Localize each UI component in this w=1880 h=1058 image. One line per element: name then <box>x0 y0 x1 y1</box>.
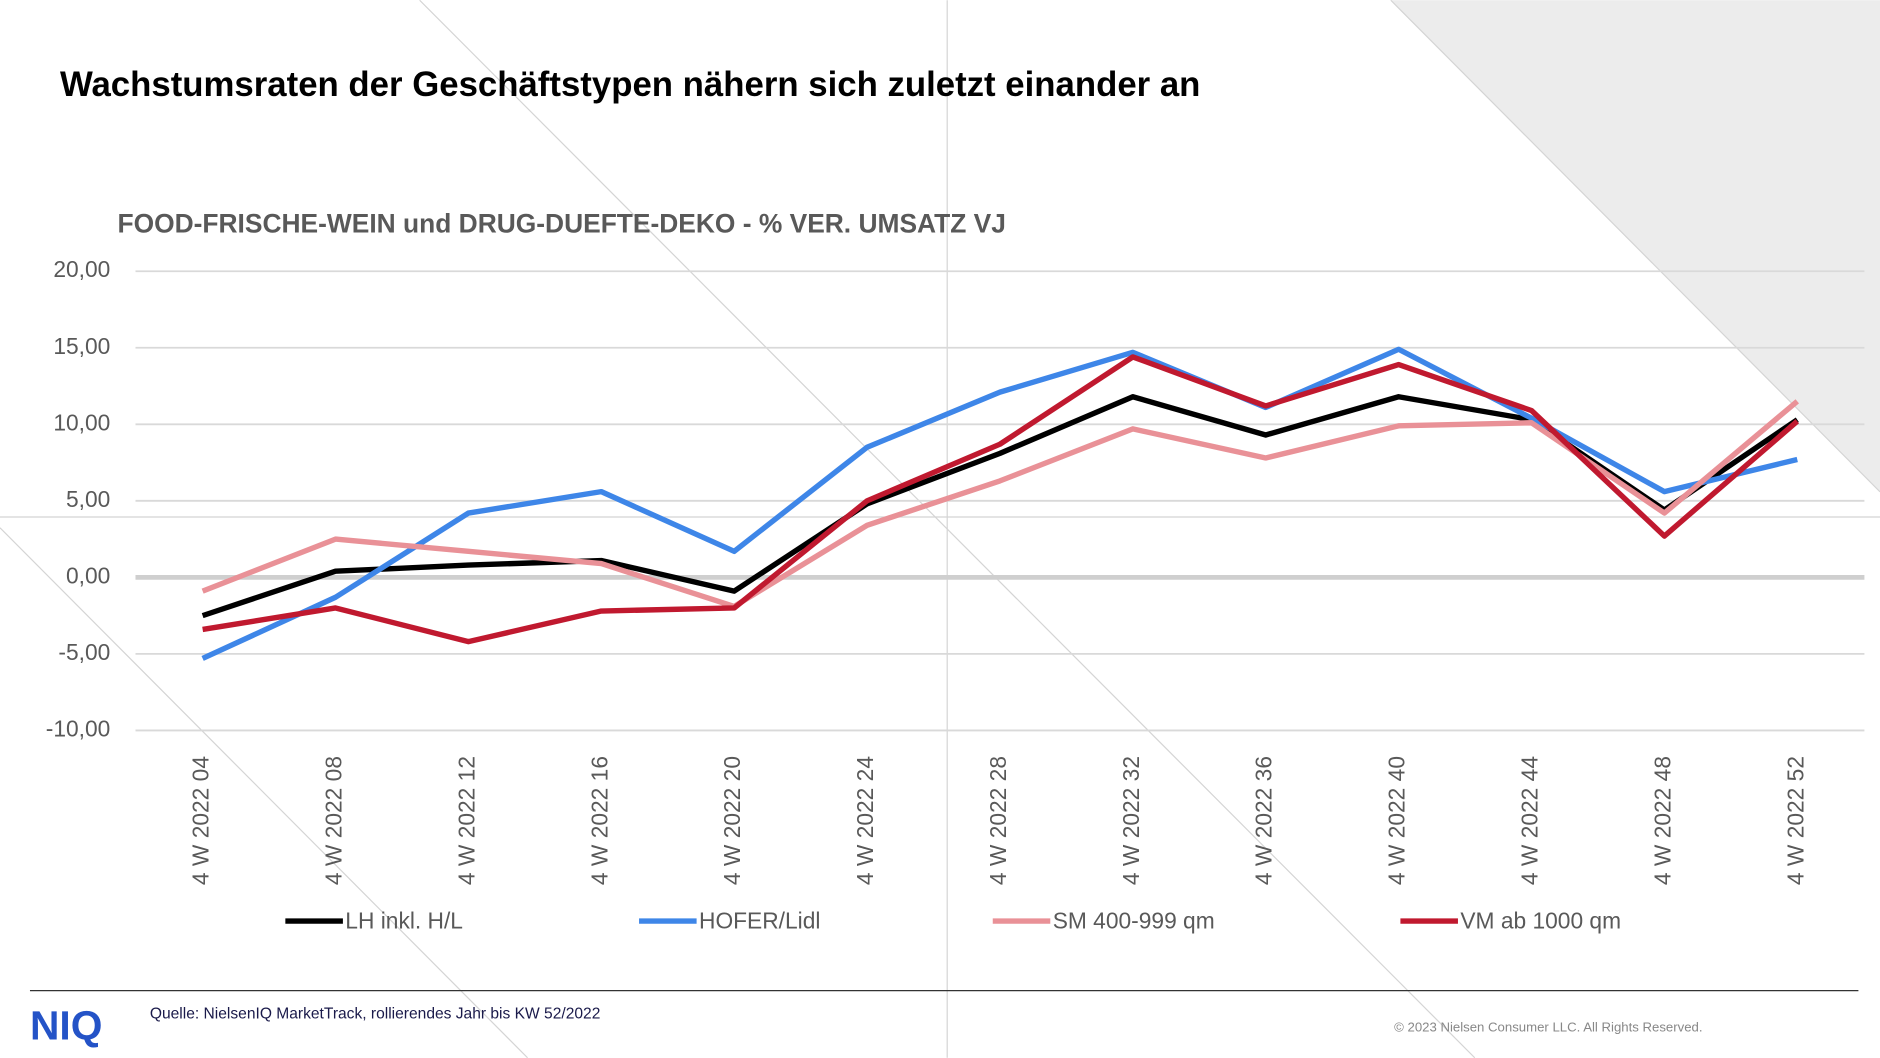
logo: NIQ <box>30 1003 102 1049</box>
series-line <box>201 394 1799 619</box>
x-tick-label: 4 W 2022 04 <box>188 756 214 885</box>
x-tick-label: 4 W 2022 52 <box>1782 756 1808 885</box>
x-tick-label: 4 W 2022 24 <box>852 756 878 885</box>
deco-line <box>0 527 528 1058</box>
x-tick-label: 4 W 2022 32 <box>1118 756 1144 885</box>
chart-title: FOOD-FRISCHE-WEIN und DRUG-DUEFTE-DEKO -… <box>118 209 1006 239</box>
x-tick-label: 4 W 2022 48 <box>1649 756 1675 885</box>
x-tick-label: 4 W 2022 40 <box>1384 756 1410 885</box>
series-line <box>202 354 1800 645</box>
slide-title: Wachstumsraten der Geschäftstypen nähern… <box>60 66 1200 104</box>
x-tick-label: 4 W 2022 36 <box>1251 756 1277 885</box>
legend-label: HOFER/Lidl <box>699 907 820 933</box>
x-tick-label: 4 W 2022 44 <box>1517 756 1543 885</box>
x-tick-label: 4 W 2022 20 <box>719 756 745 885</box>
x-tick-label: 4 W 2022 28 <box>985 756 1011 885</box>
legend-label: VM ab 1000 qm <box>1460 907 1621 933</box>
y-tick-label: 10,00 <box>53 409 110 435</box>
source-note: Quelle: NielsenIQ MarketTrack, rollieren… <box>150 1006 601 1023</box>
plot: -10,00 -5,00 0,00 5,00 10,00 15,00 20,00 4 W 20… <box>46 256 1865 933</box>
legend-label: LH inkl. H/L <box>345 907 463 933</box>
series-line <box>201 399 1800 610</box>
series-line <box>201 346 1798 661</box>
x-tick-label: 4 W 2022 12 <box>453 756 479 885</box>
y-tick-label: 20,00 <box>53 256 110 282</box>
y-tick-label: -5,00 <box>58 639 110 665</box>
deco-line <box>1390 0 1880 493</box>
x-tick-label: 4 W 2022 16 <box>586 756 612 885</box>
y-tick-label: 15,00 <box>53 333 110 359</box>
legend-label: SM 400-999 qm <box>1053 907 1215 933</box>
y-tick-label: -10,00 <box>46 715 111 741</box>
y-tick-label: 5,00 <box>66 486 110 512</box>
y-tick-label: 0,00 <box>66 562 110 588</box>
x-tick-label: 4 W 2022 08 <box>321 756 347 885</box>
copyright: © 2023 Nielsen Consumer LLC. All Rights … <box>1394 1019 1702 1034</box>
